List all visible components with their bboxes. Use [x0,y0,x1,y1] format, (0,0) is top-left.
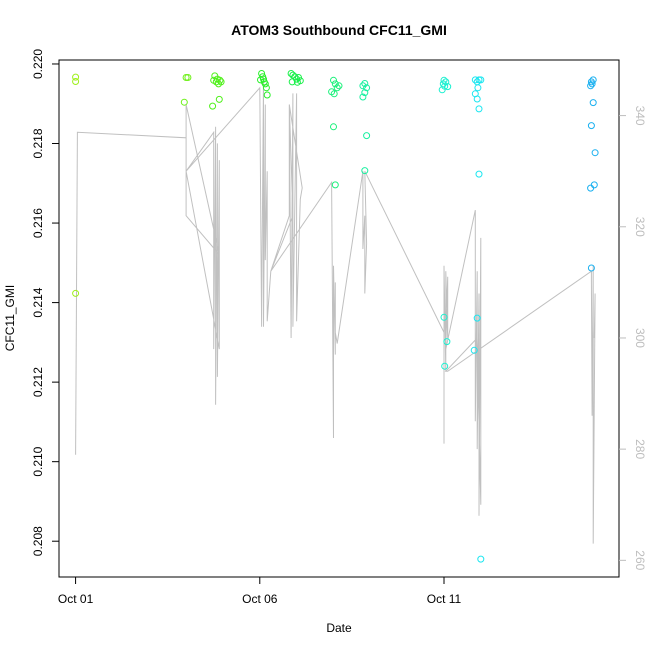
y-tick-label: 0.210 [31,446,45,476]
data-point [72,73,80,81]
data-point [209,102,217,110]
y-tick-label: 0.218 [31,128,45,158]
data-point [184,74,192,81]
data-point [591,149,599,157]
data-point [590,181,598,189]
data-point [261,80,269,88]
data-point [333,84,341,92]
data-point [257,76,264,84]
y-tick-label: 0.212 [31,367,45,397]
y2-tick-label: 260 [633,550,647,570]
y2-tick-label: 340 [633,106,647,126]
data-point [589,99,597,107]
data-point [361,89,369,97]
y2-tick-label: 280 [633,439,647,459]
data-point [331,80,339,88]
data-point [438,86,446,94]
y-tick-label: 0.220 [31,49,45,79]
data-point [474,84,482,92]
data-point [217,78,225,86]
data-point [363,132,371,140]
plot-layer: Oct 01 Oct 06 Oct 11 0.208 0.210 0.212 0.214 0.… [31,49,647,606]
data-point [587,184,595,192]
series-line-altitude [75,76,596,544]
x-axis-label: Date [326,621,352,635]
data-point [330,123,337,131]
x-tick-label: Oct 06 [242,592,278,606]
plot-frame [58,59,620,578]
data-point [587,122,595,130]
x-tick-label: Oct 11 [427,592,462,606]
y-tick-label: 0.214 [31,287,45,317]
data-point [262,84,270,92]
data-point [588,80,596,88]
data-point [359,93,367,101]
data-point [72,78,80,85]
data-point [361,167,369,175]
data-point [293,78,301,86]
x-tick-label: Oct 01 [58,592,94,606]
data-point [587,264,595,272]
y2-tick-label: 300 [633,328,647,348]
data-point [440,313,448,321]
data-point [335,82,343,90]
data-point [443,338,451,346]
data-point [216,76,224,84]
y-tick-label: 0.216 [31,208,45,238]
data-point [289,71,297,79]
data-point [363,84,371,92]
data-point [260,75,267,83]
y-tick-label: 0.208 [31,526,45,556]
data-point [444,83,452,91]
data-point [589,76,597,84]
data-point [477,76,485,84]
data-point [263,91,271,99]
data-point [215,95,223,103]
data-point [361,80,369,87]
data-point [180,98,188,106]
data-point [473,314,481,322]
data-point [288,78,296,86]
y-axis-label: CFC11_GMI [3,285,17,351]
y2-tick-label: 320 [633,217,647,237]
data-point [331,181,339,189]
data-point [72,289,80,297]
data-point [287,70,295,77]
chart-title: ATOM3 Southbound CFC11_GMI [231,22,447,38]
data-point [330,90,338,98]
data-point [470,346,478,354]
data-point [359,82,367,90]
data-point [475,170,483,178]
data-point [587,82,595,90]
data-point [475,105,483,113]
data-point [477,555,485,563]
data-point [473,95,481,103]
data-point [330,76,337,84]
data-point [441,362,449,370]
